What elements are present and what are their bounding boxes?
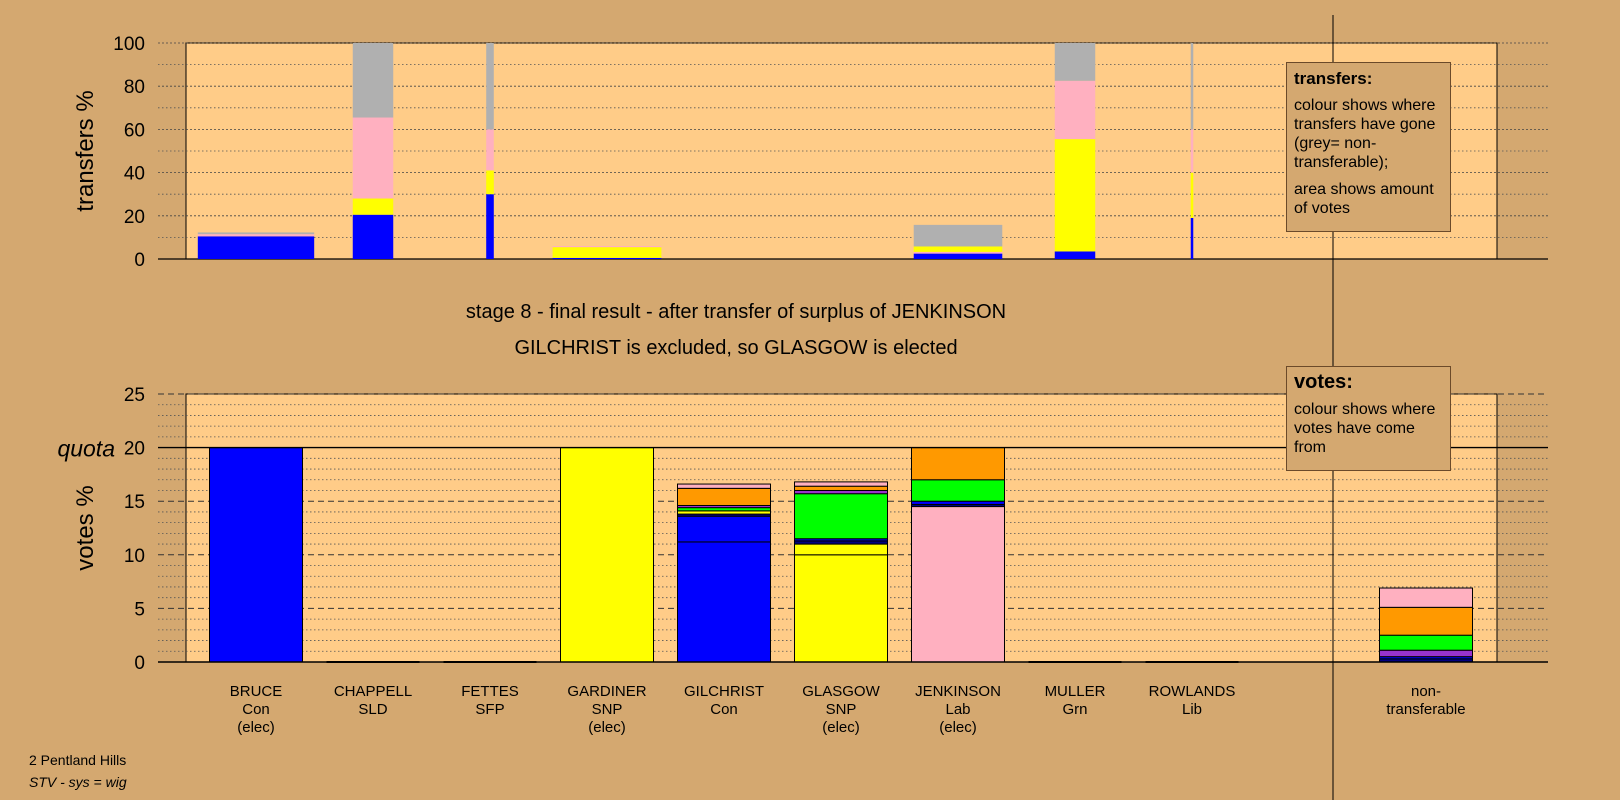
transfer-segment-rowlands	[1190, 172, 1194, 218]
transfers-legend-heading: transfers:	[1294, 69, 1373, 88]
vote-segment-gilchrist	[677, 541, 771, 663]
candidate-label: Lab	[945, 701, 970, 718]
transfer-segment-muller	[1054, 80, 1096, 140]
transfer-segment-gardiner	[552, 247, 662, 258]
vote-segment-jenkinson	[911, 506, 1005, 663]
vote-segment-gilchrist	[677, 483, 771, 489]
candidate-label: (elec)	[237, 719, 275, 736]
transfer-segment-chappell	[352, 43, 394, 118]
votes-y-tick-label: 25	[124, 385, 145, 406]
transfer-segment-fettes	[486, 43, 494, 130]
candidate-label: non-	[1411, 683, 1441, 700]
candidate-label: Lib	[1182, 701, 1202, 718]
votes-y-tick-label: 20	[124, 439, 145, 460]
transfer-segment-bruce	[197, 236, 315, 259]
votes-y-tick-label: 5	[134, 599, 145, 620]
candidate-label: CHAPPELL	[334, 683, 412, 700]
transfer-segment-jenkinson	[913, 224, 1003, 247]
candidate-label: SNP	[826, 701, 857, 718]
transfer-segment-bruce	[197, 232, 315, 235]
transfer-segment-bruce	[197, 234, 315, 237]
transfers-axis-label: transfers %	[72, 90, 99, 211]
transfer-segment-rowlands	[1190, 217, 1194, 259]
vote-segment-non	[1379, 587, 1473, 608]
transfers-y-tick-label: 20	[124, 207, 145, 228]
stage-title: stage 8 - final result - after transfer …	[466, 301, 1006, 323]
vote-segment-gilchrist	[677, 515, 771, 543]
votes-y-tick-label: 15	[124, 492, 145, 513]
vote-segment-jenkinson	[911, 479, 1005, 502]
transfer-segment-jenkinson	[913, 246, 1003, 252]
vote-segment-glasgow	[794, 554, 888, 663]
candidate-label: Con	[242, 701, 270, 718]
candidate-label: (elec)	[939, 719, 977, 736]
transfer-segment-fettes	[486, 194, 494, 259]
vote-segment-non	[1379, 649, 1473, 658]
transfer-segment-chappell	[352, 198, 394, 215]
vote-segment-gilchrist	[677, 487, 771, 506]
transfers-legend: transfers: colour shows where transfers …	[1286, 62, 1451, 232]
candidate-label: MULLER	[1045, 683, 1106, 700]
votes-y-tick-label: 10	[124, 546, 145, 567]
transfer-segment-muller	[1054, 139, 1096, 252]
vote-segment-bruce	[209, 447, 303, 663]
candidate-label: FETTES	[461, 683, 519, 700]
candidate-label: (elec)	[588, 719, 626, 736]
candidate-label: (elec)	[822, 719, 860, 736]
transfers-y-tick-label: 80	[124, 77, 145, 98]
transfer-segment-gardiner	[552, 257, 662, 259]
candidate-label: GARDINER	[567, 683, 646, 700]
transfers-y-tick-label: 60	[124, 120, 145, 141]
vote-segment-jenkinson	[911, 447, 1005, 481]
vote-segment-glasgow	[794, 481, 888, 487]
vote-segment-gardiner	[560, 447, 654, 663]
constituency-label: 2 Pentland Hills	[29, 752, 127, 768]
transfer-segment-chappell	[352, 214, 394, 259]
votes-y-tick-label: 0	[134, 653, 145, 674]
votes-axis-label: votes %	[72, 485, 99, 570]
candidate-label: GILCHRIST	[684, 683, 764, 700]
vote-segment-glasgow	[794, 485, 888, 491]
candidate-label: SLD	[358, 701, 387, 718]
transfer-segment-rowlands	[1190, 43, 1194, 130]
votes-legend-text: colour shows where votes have come from	[1294, 401, 1436, 456]
vote-segment-non	[1379, 606, 1473, 636]
candidate-label: JENKINSON	[915, 683, 1001, 700]
transfer-segment-jenkinson	[913, 251, 1003, 254]
vote-segment-glasgow	[794, 543, 888, 556]
candidate-label: BRUCE	[230, 683, 283, 700]
votes-legend: votes: colour shows where votes have com…	[1286, 366, 1451, 471]
transfers-y-tick-label: 0	[134, 250, 145, 271]
transfer-segment-chappell	[352, 117, 394, 199]
transfers-y-tick-label: 100	[113, 34, 145, 55]
quota-label: quota	[57, 436, 115, 462]
transfer-segment-gardiner	[552, 246, 662, 248]
system-label: STV - sys = wig	[29, 774, 127, 790]
transfers-legend-text-colour: colour shows where transfers have gone (…	[1294, 97, 1436, 171]
transfer-segment-muller	[1054, 251, 1096, 259]
vote-segment-non	[1379, 634, 1473, 651]
result-title: GILCHRIST is excluded, so GLASGOW is ele…	[514, 337, 957, 359]
transfers-y-tick-label: 40	[124, 164, 145, 185]
candidate-label: ROWLANDS	[1149, 683, 1236, 700]
candidate-label: SNP	[592, 701, 623, 718]
candidate-label: Grn	[1062, 701, 1087, 718]
candidate-label: SFP	[475, 701, 504, 718]
transfer-segment-muller	[1054, 43, 1096, 81]
votes-legend-heading: votes:	[1294, 371, 1353, 393]
candidate-label: Con	[710, 701, 738, 718]
transfer-segment-fettes	[486, 129, 494, 171]
candidate-label: transferable	[1386, 701, 1465, 718]
transfer-segment-rowlands	[1190, 129, 1194, 173]
candidate-label: GLASGOW	[802, 683, 880, 700]
transfer-segment-fettes	[486, 170, 494, 195]
transfers-legend-text-area: area shows amount of votes	[1294, 181, 1434, 217]
transfer-segment-jenkinson	[913, 253, 1003, 259]
vote-segment-glasgow	[794, 493, 888, 540]
